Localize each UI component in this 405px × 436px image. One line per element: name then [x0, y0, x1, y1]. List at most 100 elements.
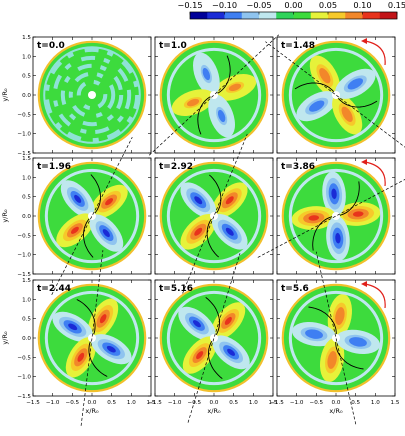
lobe-level	[308, 215, 320, 221]
y-tick-label: 0.0	[22, 214, 31, 220]
noise-ring	[43, 46, 141, 144]
dashed-reference-line	[315, 251, 357, 425]
positive-lobe	[327, 293, 353, 339]
outer-ring	[288, 47, 384, 143]
positive-lobe	[211, 182, 248, 219]
negative-lobe	[60, 180, 95, 218]
dashed-reference-line	[148, 34, 280, 156]
x-tick-label: 0.0	[88, 400, 97, 406]
panel: −1.5 −1.0 −0.5 0.0 0.5 1.0 1.5 y/R₀ t=0.0	[1, 35, 152, 157]
spiral-arm-line	[312, 181, 360, 251]
lobe-level	[77, 352, 85, 362]
lobe-level	[106, 345, 116, 353]
y-tick-label: 1.5	[22, 278, 31, 284]
lobe-level	[224, 316, 232, 325]
rotation-arrow	[364, 283, 386, 309]
positive-lobe	[56, 213, 94, 248]
y-tick-label: 1.5	[22, 35, 31, 41]
noise-ring	[44, 47, 140, 143]
panel-time-label: t=1.48	[281, 41, 315, 51]
rotation-arrow-head	[361, 38, 367, 44]
central-hole	[210, 212, 218, 220]
x-tick-label: −0.5	[66, 400, 80, 406]
lobe-level	[102, 229, 110, 238]
outer-ring	[166, 290, 262, 386]
x-tick-label: 1.5	[147, 400, 156, 406]
spiral-arm-line	[83, 174, 101, 258]
colorbar-swatch	[207, 12, 225, 19]
positive-lobe	[171, 89, 215, 116]
negative-lobe	[322, 171, 346, 217]
lobe-level	[352, 211, 364, 217]
lobe-level	[349, 337, 367, 347]
spiral-arm-line	[205, 297, 223, 379]
x-tick-label: 0.5	[351, 400, 360, 406]
lobe-level	[228, 83, 242, 92]
y-tick-label: 0.5	[22, 317, 31, 323]
outer-ring	[166, 168, 262, 264]
y-tick-label: −1.0	[17, 375, 31, 381]
x-axis-label: x/R₀	[85, 407, 99, 415]
negative-lobe	[326, 215, 350, 261]
negative-lobe	[335, 329, 381, 355]
positive-lobe	[309, 55, 340, 96]
y-axis-label: y/R₀	[1, 209, 9, 223]
lobe-level	[227, 348, 236, 356]
panel: t=3.86	[257, 157, 405, 275]
central-hole	[88, 91, 96, 99]
outer-ring	[288, 290, 384, 386]
colorbar-swatch	[345, 12, 363, 19]
x-tick-label: 0.5	[229, 400, 238, 406]
panel-time-label: t=2.44	[37, 284, 71, 294]
rotation-arrow-head	[361, 281, 367, 287]
positive-lobe	[88, 298, 119, 339]
panel-time-label: t=3.86	[281, 162, 315, 172]
spiral-arm-line	[206, 174, 222, 258]
noise-ring	[60, 63, 124, 127]
x-tick-label: 1.0	[249, 400, 258, 406]
panel-time-label: t=1.96	[37, 162, 71, 172]
negative-lobe	[211, 213, 248, 250]
positive-lobe	[213, 74, 257, 101]
panel-time-label: t=5.6	[281, 284, 309, 294]
spiral-arm-line	[197, 55, 231, 135]
y-tick-label: 1.5	[22, 156, 31, 162]
lobe-level	[70, 226, 79, 234]
colorbar-swatch	[224, 12, 243, 19]
x-tick-label: 0.0	[332, 400, 341, 406]
lobe-level	[309, 100, 325, 112]
negative-lobe	[291, 321, 337, 347]
noise-ring	[52, 55, 132, 135]
spiral-arm-line	[76, 299, 108, 377]
colorbar-tick-label: −0.05	[246, 0, 271, 10]
x-tick-label: −1.0	[46, 400, 60, 406]
colorbar-swatch	[362, 12, 381, 19]
y-axis-label: y/R₀	[1, 331, 9, 345]
colorbar-swatch	[241, 12, 260, 19]
disk-contours	[288, 168, 384, 264]
negative-lobe	[52, 311, 93, 342]
noise-ring	[76, 79, 108, 111]
panel: −1.5 −1.0 −0.5 0.0 0.5 1.0 1.5 x/R₀ t=5.6	[270, 251, 400, 425]
panel: −1.5 −1.0 −0.5 0.0 0.5 1.0 1.5 x/R₀ t=5.16	[148, 253, 278, 423]
negative-lobe	[212, 335, 250, 370]
dashed-reference-line	[257, 179, 405, 258]
disk-contours	[44, 290, 140, 386]
x-tick-label: 0.5	[107, 400, 116, 406]
y-tick-label: 0.0	[22, 93, 31, 99]
x-tick-label: −1.5	[26, 400, 40, 406]
colorbar-swatch	[190, 12, 208, 19]
lobe-level	[74, 194, 82, 203]
y-tick-label: 1.0	[22, 297, 31, 303]
panel: −1.5 −1.0 −0.5 0.0 0.5 1.0 1.5 y/R₀ t=1.96	[1, 137, 152, 295]
colorbar-tick-label: 0.00	[284, 0, 302, 10]
y-tick-label: −0.5	[17, 112, 31, 118]
lobe-level	[327, 351, 337, 369]
negative-lobe	[296, 91, 337, 122]
lobe-level	[105, 198, 114, 206]
lobe-level	[331, 188, 337, 200]
outer-ring	[44, 290, 140, 386]
disk-contours	[44, 168, 140, 264]
lobe-level	[225, 196, 234, 205]
